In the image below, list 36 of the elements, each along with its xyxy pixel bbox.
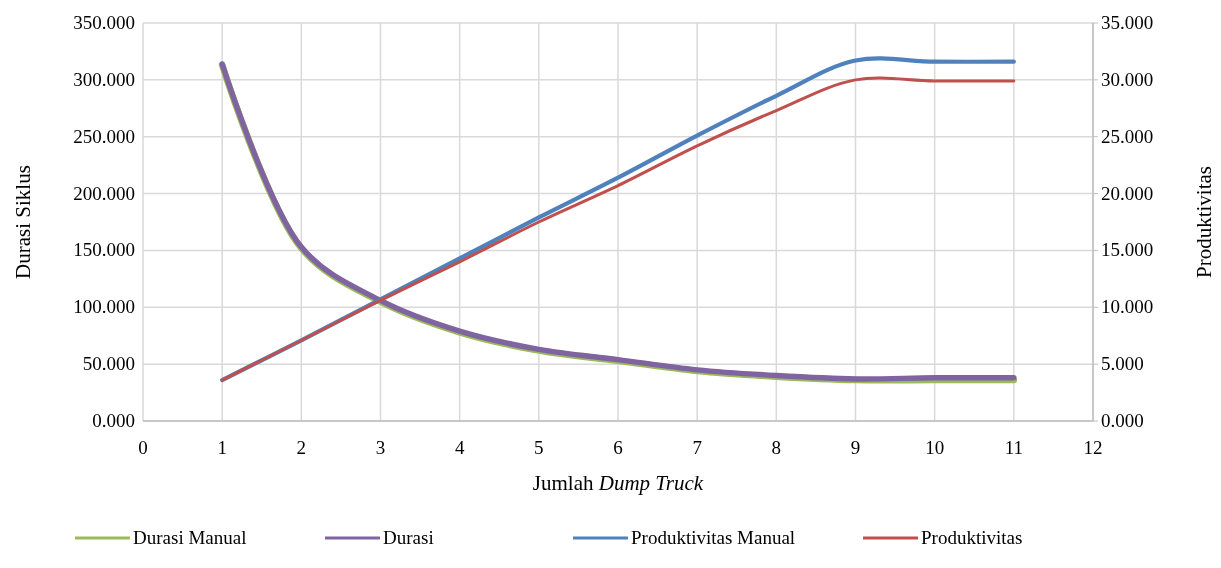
y2-tick-label: 5.000 [1101,353,1144,375]
x-tick-label: 6 [613,437,623,458]
x-tick-label: 0 [138,437,148,458]
x-tick-label: 4 [454,437,465,458]
x-tick-label: 3 [375,437,386,458]
y-tick-label: 200.000 [73,182,135,204]
x-tick-label: 10 [925,437,945,458]
y-tick-label: 0.000 [92,410,135,431]
y2-tick-label: 30.000 [1101,68,1154,90]
x-tick-label: 1 [217,437,227,458]
x-tick-label: 2 [296,437,307,458]
x-tick-label: 7 [692,437,702,458]
y2-tick-label: 10.000 [1101,296,1154,318]
legend-label: Produktivitas Manual [631,527,796,548]
y2-tick-label: 20.000 [1101,182,1154,204]
legend-label: Produktivitas [921,527,1023,548]
y2-axis-title: Produktivitas [1192,165,1216,279]
y2-tick-label: 35.000 [1101,12,1154,33]
y-tick-label: 150.000 [73,239,135,261]
x-tick-label: 8 [771,437,782,458]
y-tick-label: 50.000 [82,353,135,375]
y2-tick-label: 15.000 [1101,239,1154,261]
y-tick-label: 350.000 [73,12,135,33]
y-tick-label: 300.000 [73,68,135,90]
x-axis-title: Jumlah Dump Truck [532,471,704,495]
y-tick-label: 100.000 [73,296,135,318]
y-tick-label: 250.000 [73,125,135,147]
x-tick-label: 12 [1083,437,1103,458]
x-tick-label: 9 [850,437,861,458]
legend-label: Durasi Manual [133,527,247,548]
x-tick-label: 11 [1004,437,1023,458]
x-tick-label: 5 [534,437,544,458]
y2-tick-label: 0.000 [1101,410,1144,431]
y2-tick-label: 25.000 [1101,125,1154,147]
y-axis-title: Durasi Siklus [11,165,35,279]
legend-label: Durasi [383,527,434,548]
